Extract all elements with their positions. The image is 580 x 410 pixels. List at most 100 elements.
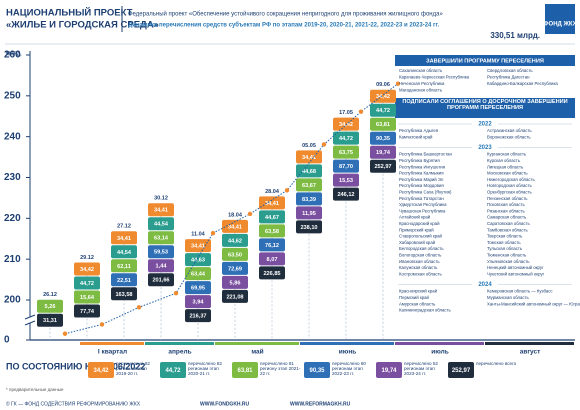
legend-value: 252,97 (452, 368, 471, 374)
region-name: Вологодская область (399, 253, 442, 258)
legend-label-box: перечислено всего (476, 361, 516, 366)
total-box (259, 266, 285, 280)
legend-label-box: перечислено 82 регионам этап 2020-21 гг. (188, 361, 222, 376)
region-name: Карачаево-Черкесская Республика (399, 75, 470, 80)
year-label: 2024 (478, 282, 492, 288)
box-value: 34,41 (154, 208, 168, 214)
y-tick-label: 230 (4, 172, 21, 183)
chart-subtitle: Динамика перечисления средств субъектам … (128, 22, 439, 29)
box-value: 3,94 (193, 300, 205, 306)
site-link[interactable]: WWW.REFORMAGKH.RU (290, 401, 351, 407)
region-name: Белгородская область (399, 246, 444, 251)
region-name: Калужская область (399, 265, 438, 270)
box-value: 44,72 (80, 281, 94, 287)
box-value: 201,66 (152, 278, 169, 284)
legend-label: перечислено 52 регионам этап 2023-24 гг. (404, 361, 438, 377)
region-name: Ивановская область (399, 259, 440, 264)
region-name: Липецкая область (487, 164, 524, 169)
stage-box (333, 173, 359, 187)
region-name: Томская область (487, 240, 521, 245)
region-name: Саратовская область (487, 221, 530, 226)
box-value: 34,42 (339, 122, 353, 128)
region-name: Московская область (487, 171, 528, 176)
x-tick-label: август (520, 349, 541, 356)
region-name: Оренбургская область (487, 190, 533, 195)
region-name: Курганская область (487, 152, 527, 157)
region-name: Тверская область (487, 234, 523, 239)
stage-box (111, 231, 137, 245)
stage-box (148, 231, 174, 245)
month-band (395, 342, 484, 345)
target-amount: 330,51 млрд. (490, 31, 540, 40)
box-value: 15,64 (80, 295, 95, 301)
box-value: 34,42 (80, 267, 94, 273)
region-name: Приморский край (399, 227, 434, 232)
region-name: Пензенская область (487, 196, 528, 201)
copyright: © ГК — ФОНД СОДЕЙСТВИЯ РЕФОРМИРОВАНИЮ ЖК… (6, 399, 141, 407)
legend-swatch (160, 362, 186, 378)
column-date: 30.12 (154, 196, 168, 202)
y-tick-label: 200 (4, 295, 21, 306)
stage-box (370, 145, 396, 159)
stage-box (259, 196, 285, 210)
region-name: Чеченская Республика (399, 81, 445, 86)
box-value: 246,12 (337, 192, 354, 198)
region-name: Республика Татарстан (399, 196, 444, 201)
box-value: 87,70 (339, 164, 353, 170)
total-box (148, 273, 174, 287)
box-value: 63,50 (228, 252, 242, 258)
box-value: 22,51 (117, 278, 131, 284)
completed-title-bg (395, 55, 575, 66)
box-value: 63,58 (265, 229, 279, 235)
box-value: 44,67 (265, 215, 279, 221)
box-value: 83,39 (302, 197, 316, 203)
y-axis-label: МЛРД. (6, 51, 22, 57)
total-box (222, 289, 248, 303)
stage-box (296, 206, 322, 220)
stage-box (296, 164, 322, 178)
agreements-title: ПОДПИСАЛИ СОГЛАШЕНИЯ О ДОСРОЧНОМ ЗАВЕРШЕ… (402, 99, 568, 112)
total-box (370, 159, 396, 173)
stage-box (259, 252, 285, 266)
total-box (296, 220, 322, 234)
box-value: 34,41 (191, 244, 205, 250)
axis-break (24, 320, 36, 326)
total-dot (173, 291, 179, 296)
region-name: Псковская область (487, 202, 525, 207)
region-name: Рязанская область (487, 208, 525, 213)
region-name: Новгородская область (487, 183, 533, 188)
total-line (64, 83, 399, 335)
stage-box (222, 219, 248, 233)
total-box (333, 187, 359, 201)
region-name: Ульяновская область (487, 259, 530, 264)
region-name: Нижегородская область (487, 177, 536, 182)
box-value: 63,75 (339, 150, 353, 156)
total-box (37, 313, 63, 327)
footnote: * предварительные данные (6, 387, 64, 392)
y-tick-label: 260 (4, 50, 21, 61)
total-dot (99, 322, 105, 327)
box-value: 238,10 (300, 225, 317, 231)
site-link[interactable]: WWW.FONDGKH.RU (200, 401, 250, 407)
stage-box (370, 117, 396, 131)
stage-box (259, 210, 285, 224)
logo-badge (545, 4, 575, 34)
region-name: Республика Саха (Якутия) (399, 190, 452, 195)
legend-label: перечислено 81 региону этап 2021-22 гг. (260, 361, 301, 377)
region-name: Республика Марий Эл (399, 177, 444, 182)
legend-label-box: перечислено 80 регионам этап 2022-23 гг. (332, 361, 366, 376)
region-name: Краснодарский край (399, 221, 440, 226)
region-name: Республика Дагестан (487, 75, 530, 80)
legend-swatch (232, 362, 258, 378)
box-value: 44,72 (339, 136, 353, 142)
region-name: Костромская область (399, 271, 442, 276)
box-value: 252,97 (374, 164, 391, 170)
stage-box (148, 203, 174, 217)
x-tick-label: май (251, 348, 263, 356)
x-tick-label: I квартал (98, 349, 127, 356)
region-name: Чукотский автономный округ (487, 271, 545, 276)
region-name: Свердловская область (487, 68, 533, 73)
total-box (185, 309, 211, 323)
